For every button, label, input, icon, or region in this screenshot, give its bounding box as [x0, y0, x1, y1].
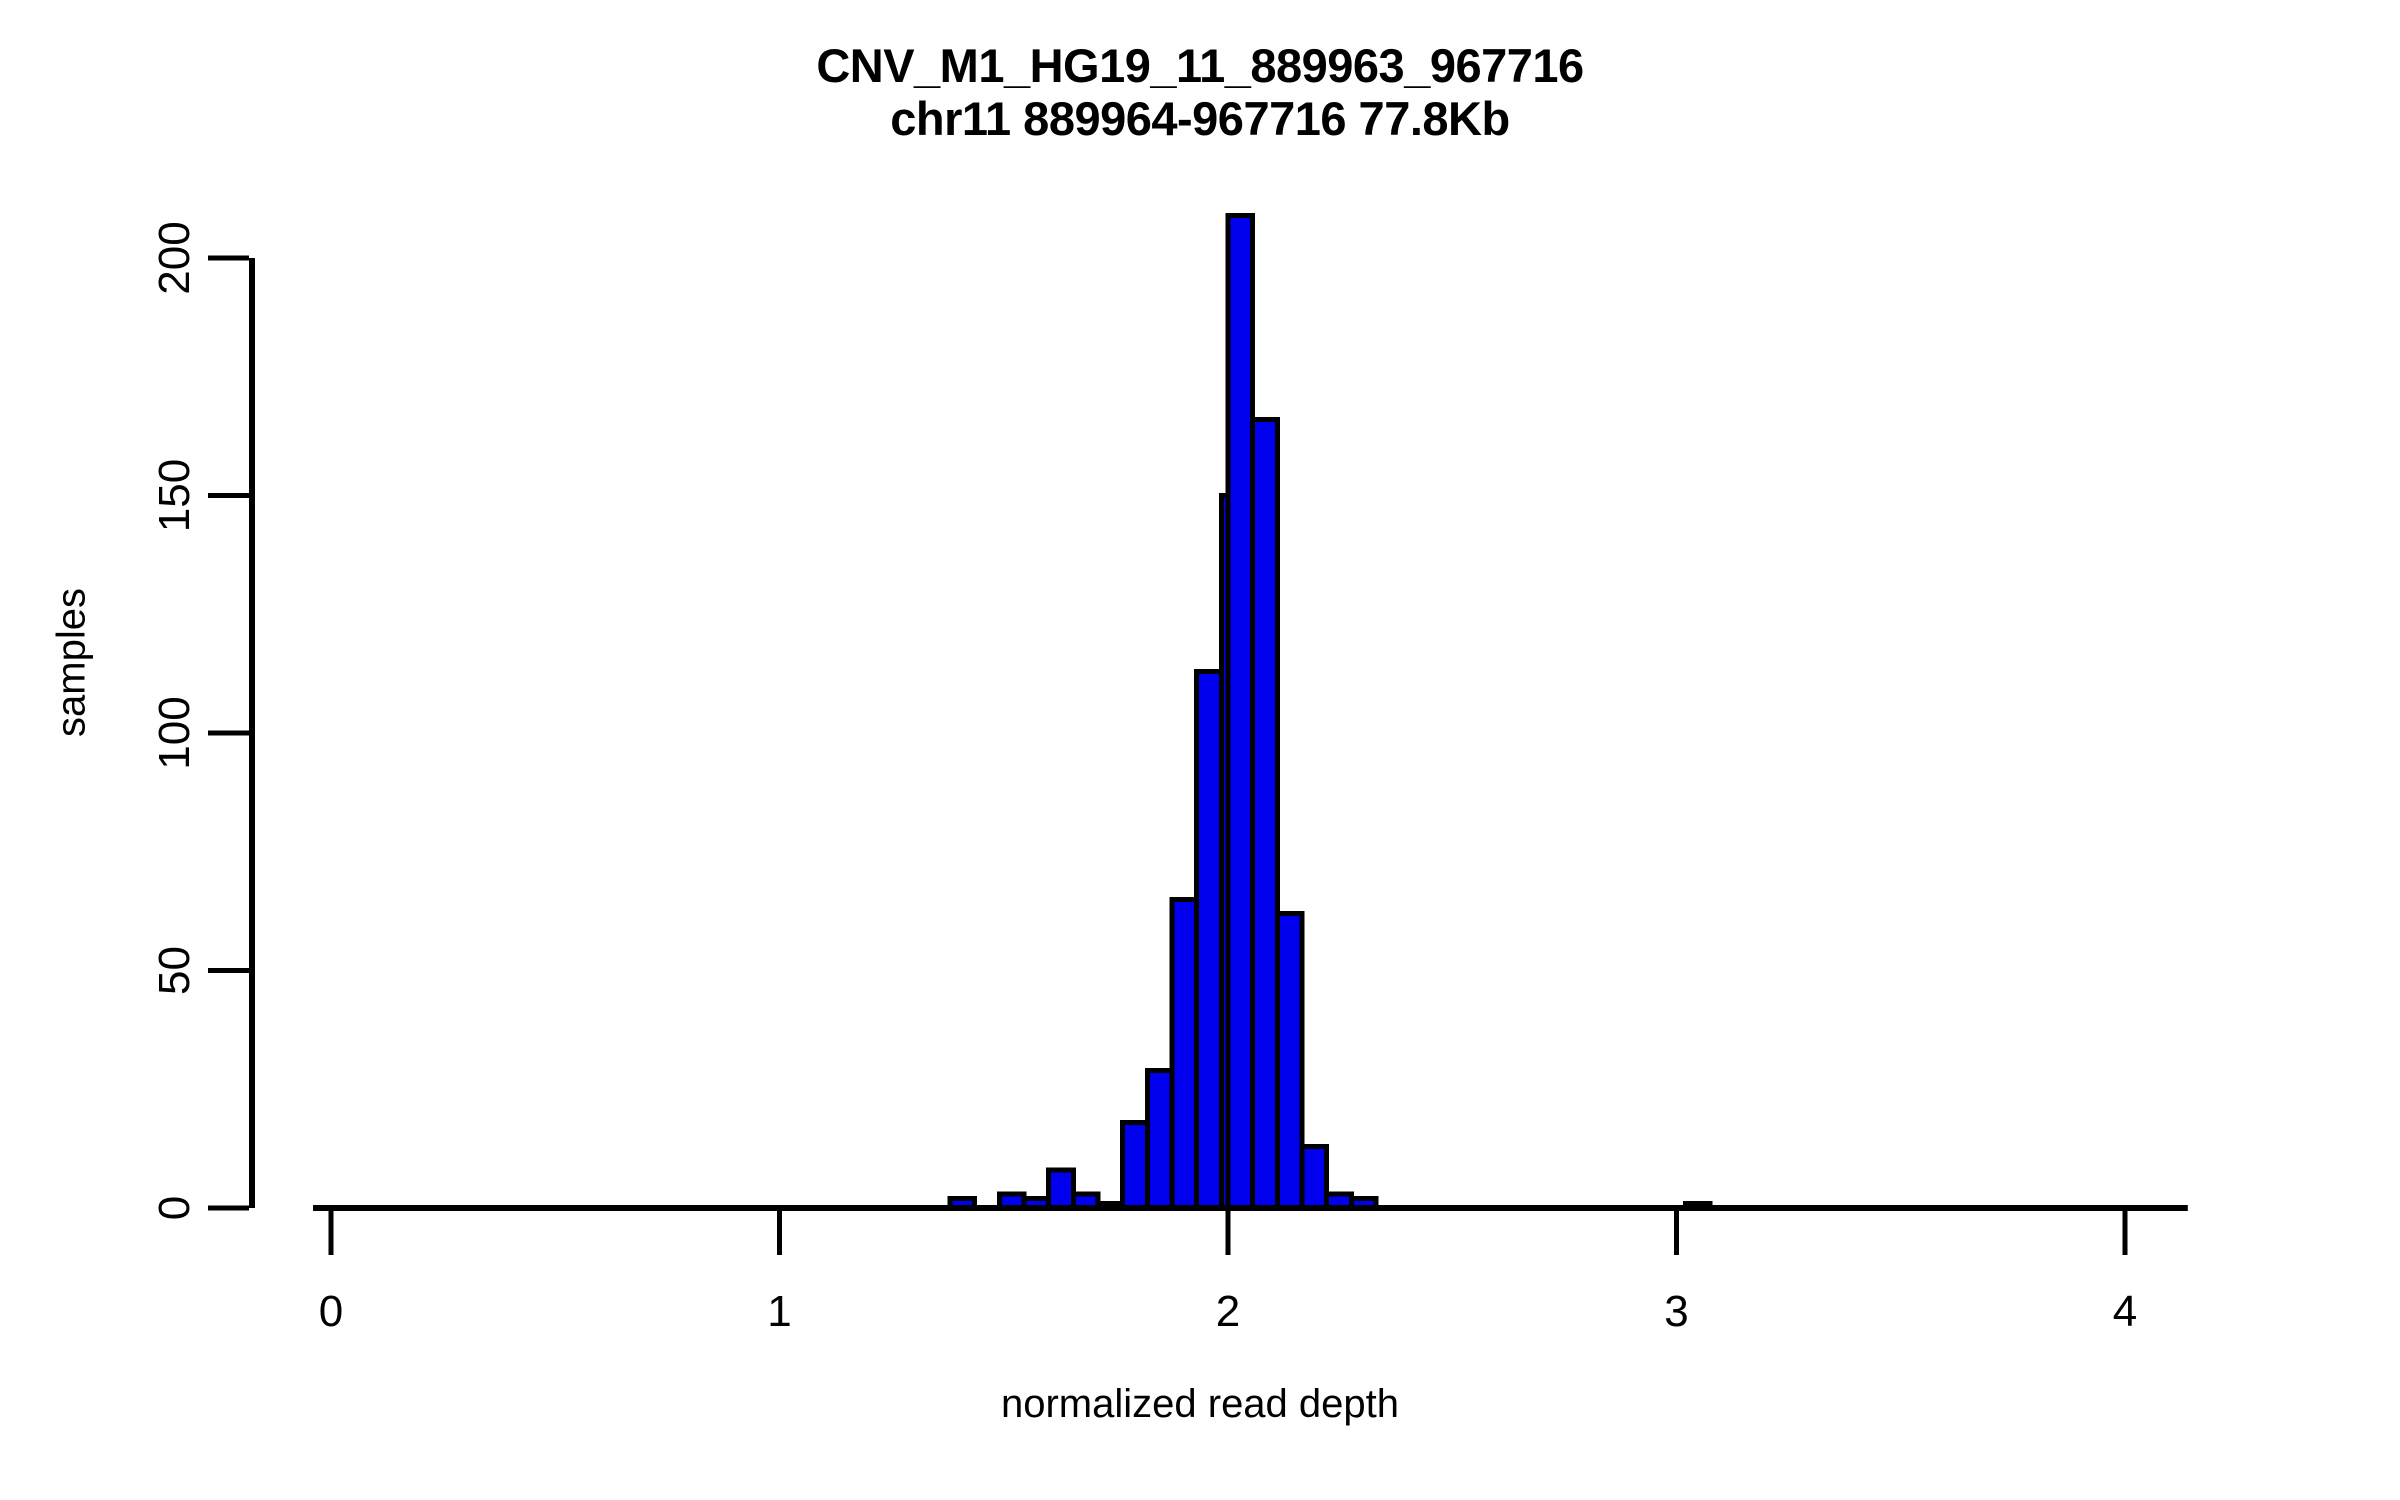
bars-group [947, 212, 1713, 1211]
chart-title: CNV_M1_HG19_11_889963_967716 chr11 88996… [0, 39, 2400, 145]
x-axis-tick-label: 2 [1216, 1287, 1240, 1336]
tick-labels-group: 0 1 2 3 4 0 50 100 150 200 [150, 221, 2137, 1336]
x-axis-tick-label: 4 [2113, 1287, 2137, 1336]
chart-title-line-2: chr11 889964-967716 77.8Kb [890, 91, 1510, 145]
histogram-bar [1274, 911, 1305, 1211]
x-axis-tick-label: 0 [319, 1287, 343, 1336]
histogram-bar [1046, 1167, 1076, 1211]
y-axis-tick-label: 100 [150, 696, 199, 769]
y-axis-title: samples [49, 588, 94, 737]
chart-title-line-1: CNV_M1_HG19_11_889963_967716 [816, 39, 1584, 92]
histogram-bar [1299, 1143, 1330, 1211]
x-axis-tick-label: 1 [767, 1287, 791, 1336]
histogram-bar [1144, 1067, 1175, 1211]
axis-group [208, 255, 2188, 1255]
y-axis-tick-label: 200 [150, 221, 199, 294]
histogram-bar [1120, 1120, 1150, 1211]
y-axis-tick-label: 150 [150, 459, 199, 532]
histogram-bar [1169, 896, 1200, 1211]
y-axis-tick-label: 0 [150, 1196, 199, 1220]
histogram-bar [1194, 668, 1224, 1211]
histogram-bar [1250, 417, 1280, 1211]
histogram-bar [1225, 212, 1256, 1211]
y-axis-tick-label: 50 [150, 946, 199, 995]
x-axis-title: normalized read depth [1000, 1382, 1400, 1426]
x-axis-tick-label: 3 [1664, 1287, 1688, 1336]
